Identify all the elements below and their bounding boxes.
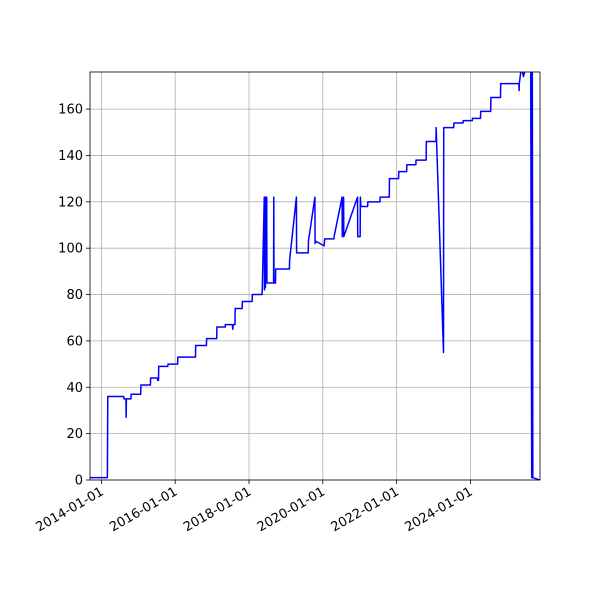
- plot: [90, 72, 540, 480]
- y-tick-label: 0: [75, 474, 83, 489]
- axes-frame: [89, 71, 541, 481]
- grid: [90, 72, 540, 481]
- y-tick-label: 60: [66, 334, 83, 349]
- y-tick-label: 20: [66, 427, 83, 442]
- y-tick-label: 80: [66, 288, 83, 303]
- y-tick-label: 120: [58, 195, 83, 210]
- data-line: [90, 72, 540, 480]
- y-tick-label: 160: [58, 103, 83, 118]
- y-tick-label: 40: [66, 381, 83, 396]
- y-tick-label: 100: [58, 242, 83, 257]
- y-tick-label: 140: [58, 149, 83, 164]
